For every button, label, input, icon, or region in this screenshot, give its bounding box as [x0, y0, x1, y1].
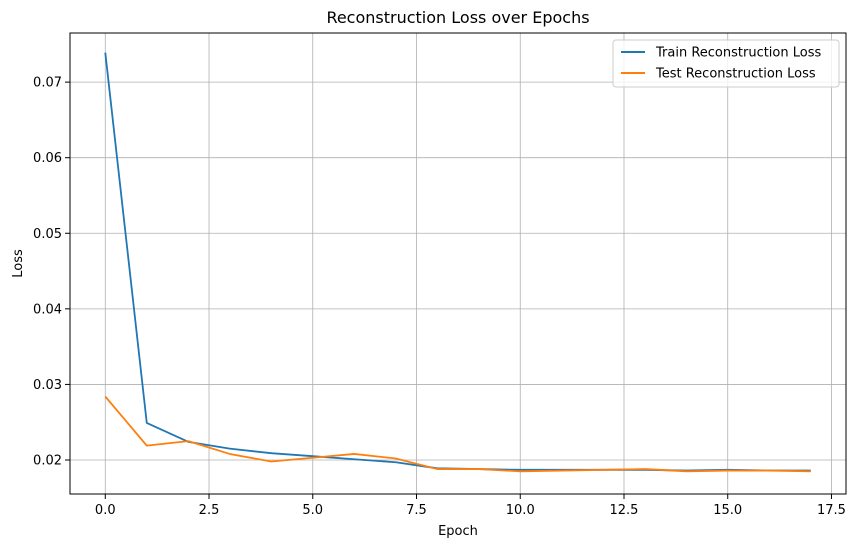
- legend-label-test: Test Reconstruction Loss: [655, 67, 816, 82]
- x-axis-ticks: 0.0 2.5 5.0 7.5 10.0 12.5 15.0 17.5: [95, 494, 846, 518]
- legend-box: [612, 39, 840, 88]
- series-lines: [104, 52, 811, 473]
- x-tick-label: 10.0: [506, 503, 535, 518]
- y-tick-label: 0.06: [33, 151, 62, 166]
- y-tick-label: 0.02: [33, 453, 62, 468]
- y-axis-ticks: 0.02 0.03 0.04 0.05 0.06 0.07: [33, 76, 70, 468]
- legend-label-train: Train Reconstruction Loss: [655, 46, 821, 61]
- y-tick-label: 0.05: [33, 227, 62, 242]
- plot-area-frame: [69, 32, 847, 495]
- x-tick-label: 0.0: [95, 503, 116, 518]
- x-axis-title: Epoch: [438, 524, 478, 539]
- grid: [70, 33, 846, 494]
- chart-title: Reconstruction Loss over Epochs: [326, 8, 589, 27]
- y-axis-title: Loss: [11, 249, 26, 278]
- x-tick-label: 15.0: [713, 503, 742, 518]
- x-tick-label: 7.5: [406, 503, 427, 518]
- x-tick-label: 17.5: [817, 503, 846, 518]
- x-tick-label: 12.5: [610, 503, 639, 518]
- y-tick-label: 0.04: [33, 302, 62, 317]
- series-line-test: [104, 395, 811, 473]
- x-tick-label: 2.5: [199, 503, 220, 518]
- legend: Train Reconstruction Loss Test Reconstru…: [612, 39, 840, 88]
- y-tick-label: 0.07: [33, 76, 62, 91]
- y-tick-label: 0.03: [33, 378, 62, 393]
- x-tick-label: 5.0: [302, 503, 323, 518]
